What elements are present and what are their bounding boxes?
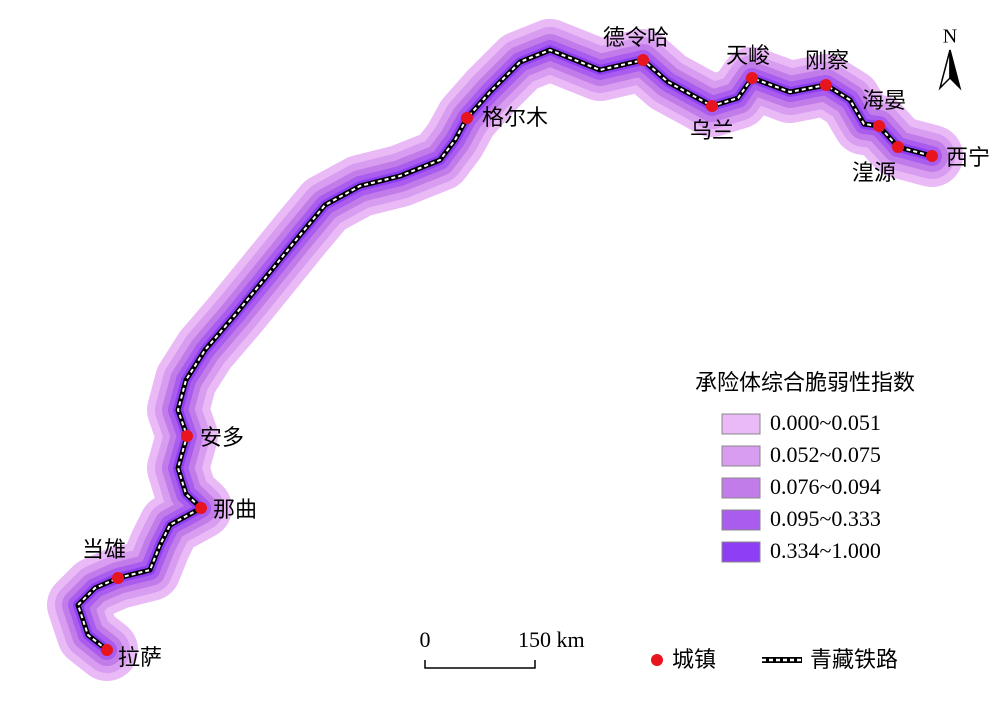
town-dot — [746, 72, 758, 84]
scale-start: 0 — [420, 627, 431, 652]
north-label: N — [943, 26, 957, 48]
legend-label: 0.334~1.000 — [770, 538, 881, 563]
town-dot — [926, 150, 938, 162]
north-arrow: N — [938, 26, 962, 91]
legend-label: 0.052~0.075 — [770, 442, 881, 467]
town-dot — [112, 572, 124, 584]
town-name: 乌兰 — [690, 118, 734, 143]
town-dot — [706, 100, 718, 112]
railway — [75, 47, 933, 652]
town-name: 西宁 — [946, 145, 990, 170]
town-name: 海晏 — [862, 88, 906, 113]
legend-label: 0.000~0.051 — [770, 410, 881, 435]
town-name: 当雄 — [82, 537, 126, 562]
town-name: 湟源 — [852, 160, 896, 185]
town-name: 格尔木 — [482, 105, 548, 130]
legend-swatch — [721, 413, 761, 435]
legend-label: 0.095~0.333 — [770, 506, 881, 531]
arrow-right — [949, 49, 962, 91]
town-dot — [637, 54, 649, 66]
legend-swatch — [721, 541, 761, 563]
town-name: 刚察 — [805, 48, 849, 73]
class-legend: 承险体综合脆弱性指数 0.000~0.051 0.052~0.075 0.076~0… — [695, 370, 915, 563]
legend-title: 承险体综合脆弱性指数 — [695, 370, 915, 395]
town-dot — [892, 141, 904, 153]
town-name: 安多 — [200, 425, 244, 450]
legend-swatch — [721, 445, 761, 467]
town-dot — [181, 430, 193, 442]
rail-label: 青藏铁路 — [810, 647, 898, 672]
rail-inner — [77, 49, 933, 651]
town-name: 德令哈 — [603, 25, 669, 50]
legend-swatch — [721, 477, 761, 499]
town-dot — [461, 112, 473, 124]
town-name: 那曲 — [213, 497, 257, 522]
symbol-legend: 城镇 青藏铁路 — [651, 647, 898, 672]
town-dot — [195, 502, 207, 514]
town-dot — [873, 120, 885, 132]
legend-label: 0.076~0.094 — [770, 474, 881, 499]
town-dot — [101, 644, 113, 656]
town-dot — [820, 79, 832, 91]
town-symbol — [651, 654, 663, 666]
arrow-left — [938, 49, 951, 91]
town-name: 拉萨 — [118, 645, 162, 670]
town-name: 天峻 — [726, 43, 770, 68]
scale-end: 150 km — [518, 627, 585, 652]
town-label: 城镇 — [672, 647, 716, 672]
scale-line — [424, 660, 536, 669]
scale-bar: 0 150 km — [420, 627, 585, 669]
legend-swatch — [721, 509, 761, 531]
